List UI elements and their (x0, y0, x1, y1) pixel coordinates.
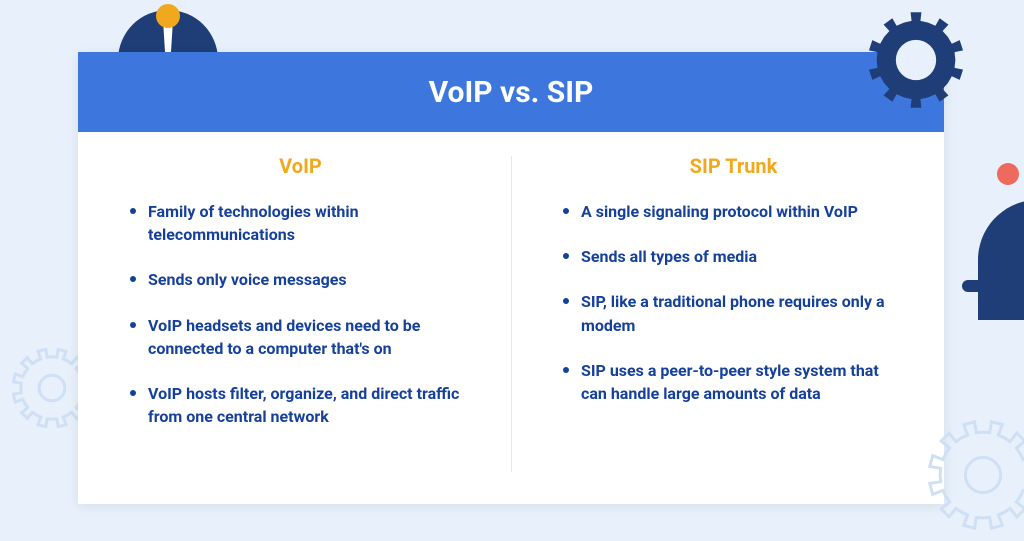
list-item: Family of technologies within telecommun… (130, 200, 471, 246)
list-item: Sends only voice messages (130, 268, 471, 291)
left-column: VoIP Family of technologies within telec… (78, 132, 511, 504)
right-column-title: SIP Trunk (563, 154, 904, 178)
comparison-card: VoIP vs. SIP VoIP Family of technologies… (78, 52, 944, 504)
list-item: SIP, like a traditional phone requires o… (563, 290, 904, 336)
list-item: A single signaling protocol within VoIP (563, 200, 904, 223)
list-item: VoIP hosts filter, organize, and direct … (130, 382, 471, 428)
person-right-illustration (944, 160, 1024, 324)
left-column-title: VoIP (130, 154, 471, 178)
right-column: SIP Trunk A single signaling protocol wi… (511, 132, 944, 504)
column-divider (511, 156, 512, 472)
card-body: VoIP Family of technologies within telec… (78, 132, 944, 504)
card-header: VoIP vs. SIP (78, 52, 944, 132)
right-list: A single signaling protocol within VoIP S… (563, 200, 904, 405)
gear-icon (928, 420, 1024, 530)
card-title: VoIP vs. SIP (429, 75, 594, 110)
left-list: Family of technologies within telecommun… (130, 200, 471, 428)
list-item: SIP uses a peer-to-peer style system tha… (563, 359, 904, 405)
gear-icon (868, 12, 964, 108)
list-item: VoIP headsets and devices need to be con… (130, 314, 471, 360)
list-item: Sends all types of media (563, 245, 904, 268)
